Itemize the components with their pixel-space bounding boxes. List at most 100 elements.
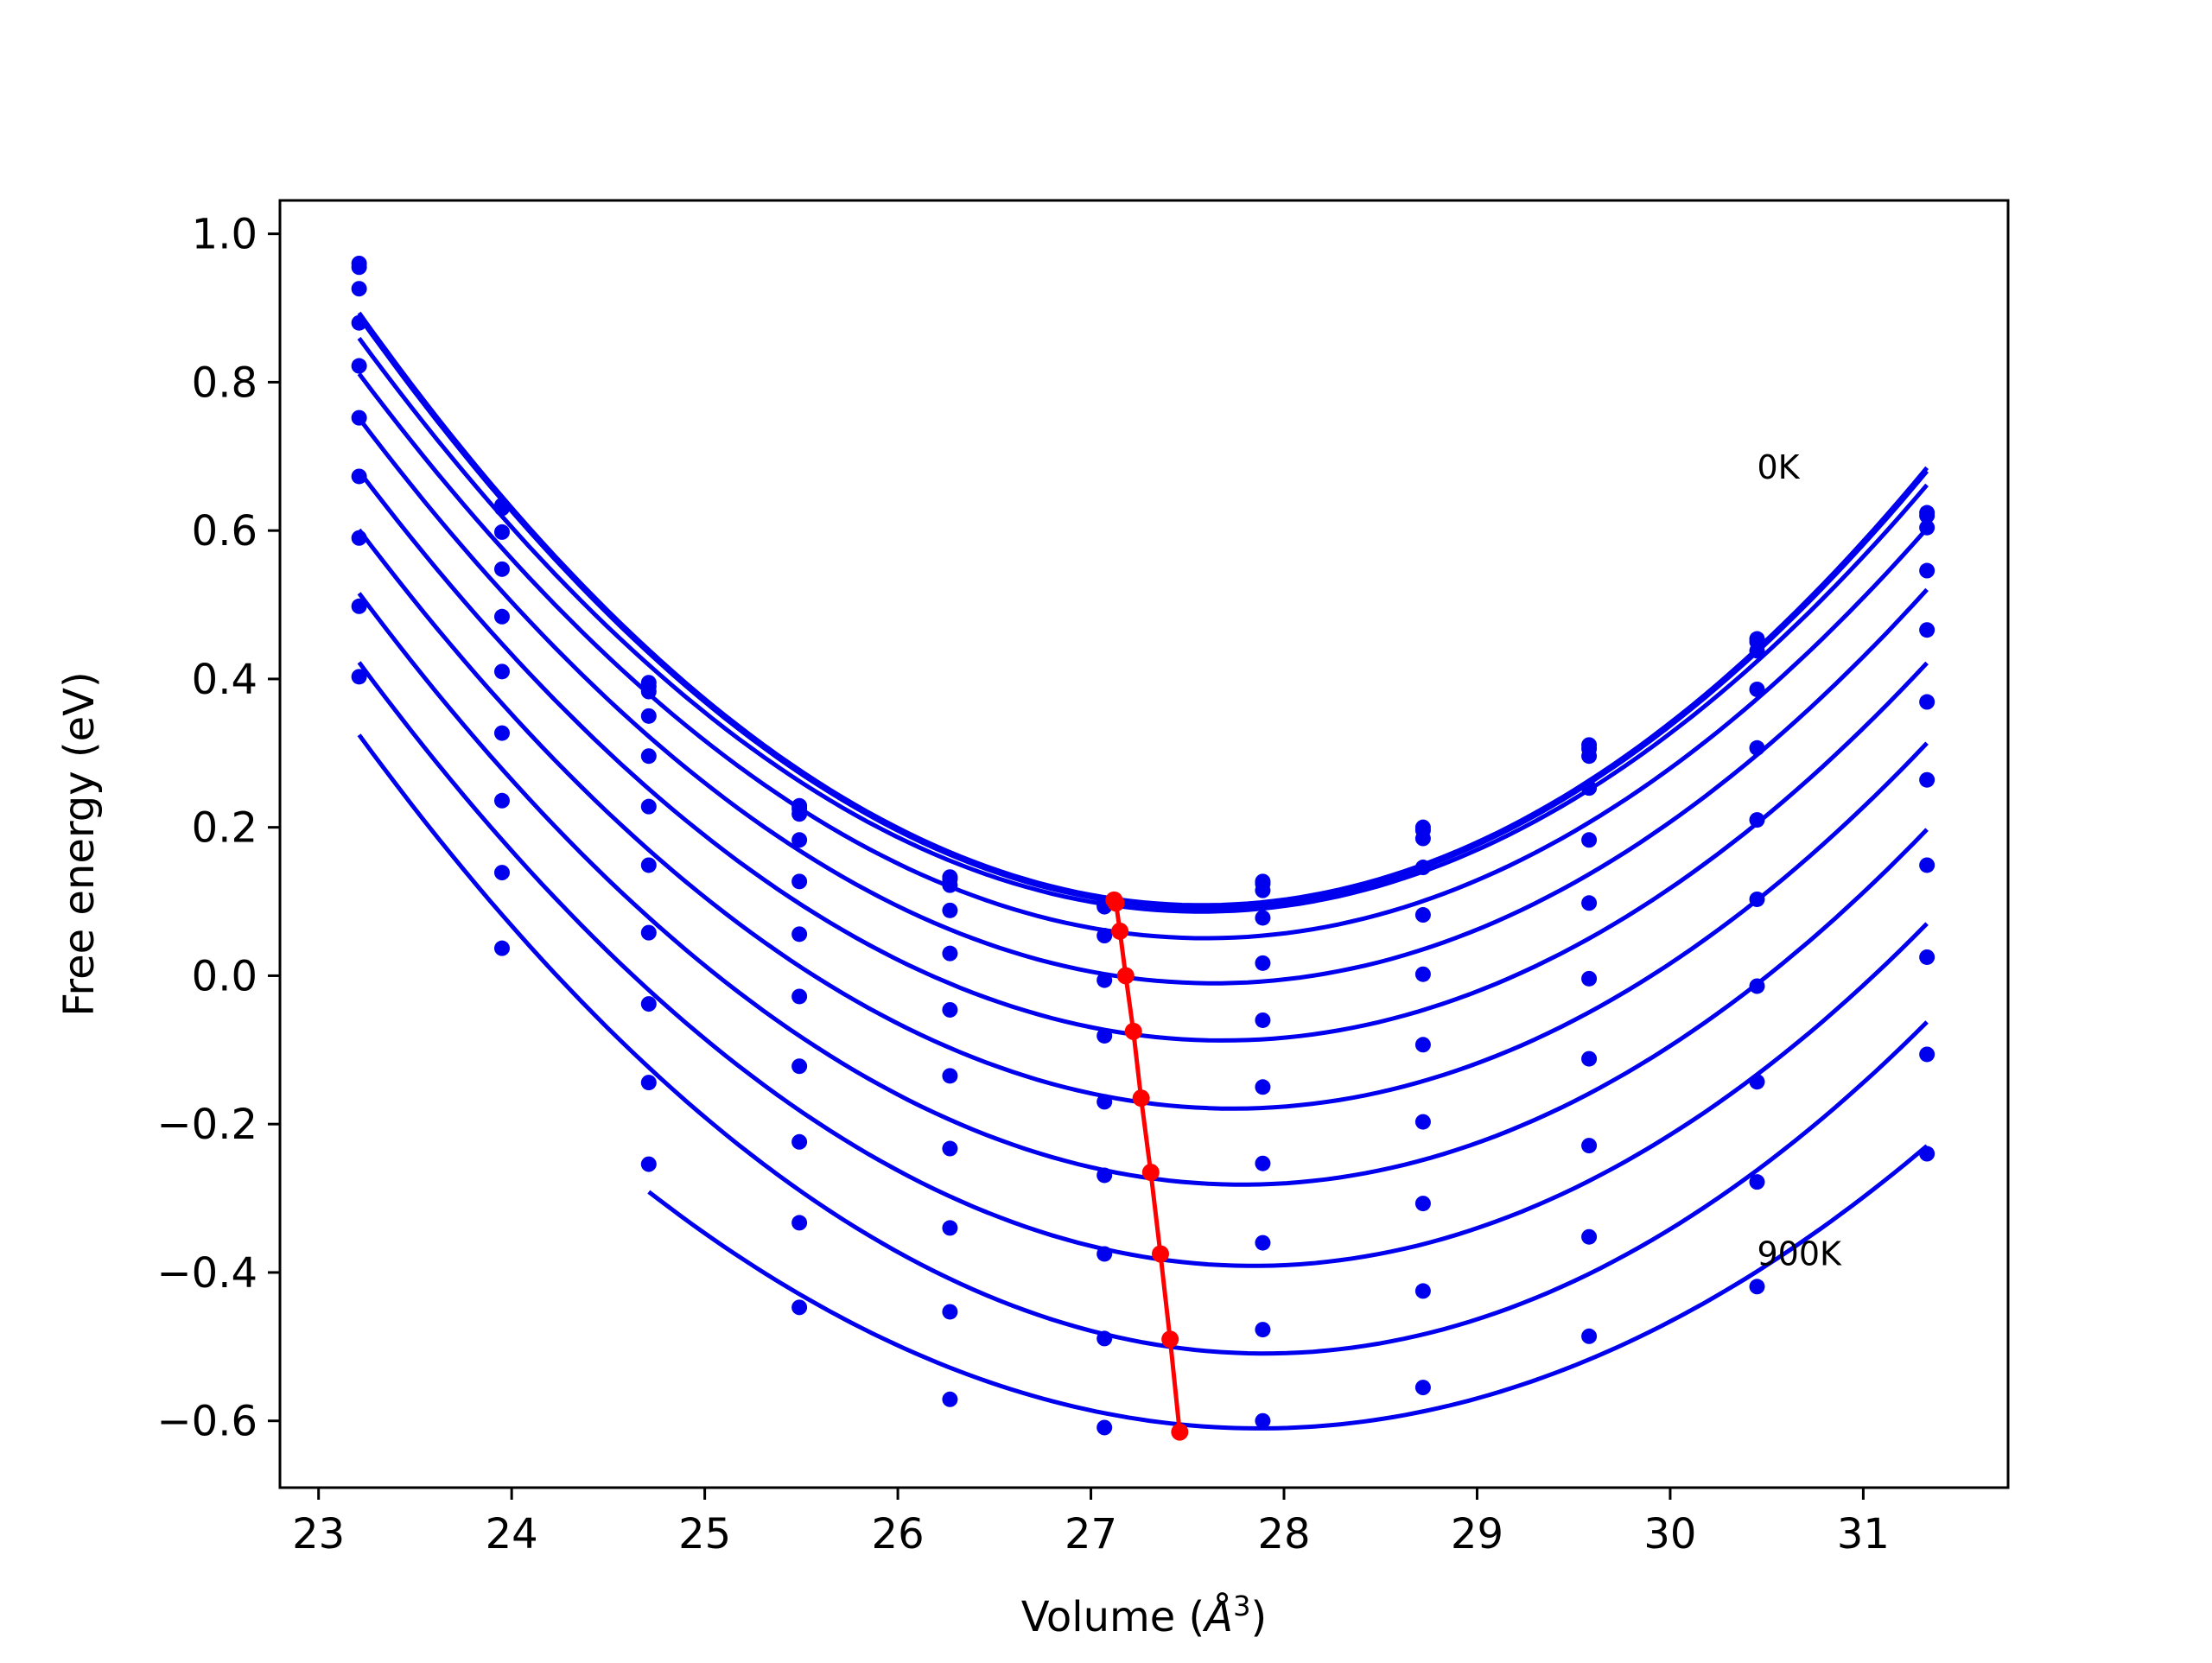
data-point-8-1 <box>493 865 510 881</box>
data-point-8-5 <box>1096 1246 1113 1262</box>
y-tick-label-7: −0.4 <box>156 1249 257 1298</box>
equilibrium-point-9 <box>1171 1423 1189 1441</box>
data-point-10-10 <box>1919 1146 1936 1162</box>
data-point-6-1 <box>493 725 510 741</box>
data-point-6-10 <box>1919 771 1936 788</box>
data-point-5-9 <box>1749 812 1765 828</box>
y-tick-label-1: 0.8 <box>192 359 257 407</box>
x-tick-label-0: 23 <box>292 1510 345 1558</box>
y-tick-label-2: 0.6 <box>192 507 257 555</box>
fit-curve-4 <box>357 416 1929 986</box>
equilibrium-point-1 <box>1107 894 1125 912</box>
data-point-10-4 <box>942 1391 958 1407</box>
data-point-3-5 <box>1096 928 1113 944</box>
data-point-4-3 <box>791 873 808 890</box>
data-point-8-7 <box>1414 1196 1431 1212</box>
data-point-3-3 <box>791 832 808 848</box>
data-point-6-2 <box>640 857 657 873</box>
data-point-8-4 <box>942 1220 958 1236</box>
data-point-2-0 <box>351 281 367 297</box>
data-point-9-10 <box>1919 1046 1936 1063</box>
data-point-9-6 <box>1255 1322 1271 1338</box>
x-tick-label-5: 28 <box>1257 1510 1310 1558</box>
data-point-4-1 <box>493 608 510 625</box>
data-point-6-4 <box>942 1068 958 1084</box>
data-point-2-7 <box>1414 830 1431 847</box>
data-point-9-2 <box>640 1075 657 1091</box>
data-point-4-6 <box>1255 955 1271 971</box>
data-point-9-0 <box>351 669 367 685</box>
data-point-6-6 <box>1255 1079 1271 1095</box>
data-point-5-1 <box>493 663 510 680</box>
x-tick-label-3: 26 <box>872 1510 925 1558</box>
fit-curve-9 <box>357 733 1929 1356</box>
data-point-10-9 <box>1749 1279 1765 1295</box>
y-axis-label: Free energy (eV) <box>55 671 104 1016</box>
fit-curve-3 <box>357 372 1929 941</box>
x-tick-label-6: 29 <box>1451 1510 1503 1558</box>
data-point-9-8 <box>1581 1228 1598 1245</box>
data-point-6-8 <box>1581 970 1598 987</box>
data-point-7-3 <box>791 1058 808 1075</box>
y-tick-label-8: −0.6 <box>156 1398 257 1446</box>
data-point-6-0 <box>351 468 367 485</box>
data-point-3-2 <box>640 708 657 724</box>
y-tick-label-0: 1.0 <box>192 211 257 259</box>
data-point-4-8 <box>1581 832 1598 848</box>
data-point-5-6 <box>1255 1012 1271 1028</box>
data-point-5-0 <box>351 409 367 426</box>
equilibrium-point-3 <box>1116 967 1135 985</box>
data-point-4-10 <box>1919 622 1936 638</box>
data-point-7-2 <box>640 924 657 941</box>
equilibrium-point-8 <box>1161 1330 1179 1349</box>
data-point-3-7 <box>1414 860 1431 876</box>
data-point-7-5 <box>1096 1167 1113 1184</box>
data-point-8-3 <box>791 1133 808 1150</box>
data-point-3-1 <box>493 561 510 577</box>
x-tick-label-1: 24 <box>486 1510 538 1558</box>
data-point-10-2 <box>640 1156 657 1172</box>
data-point-2-3 <box>791 806 808 822</box>
data-point-4-5 <box>1096 972 1113 988</box>
data-point-9-1 <box>493 940 510 956</box>
data-point-3-6 <box>1255 910 1271 926</box>
equilibrium-point-6 <box>1141 1164 1160 1182</box>
equilibrium-point-7 <box>1151 1245 1169 1263</box>
x-tick-label-4: 27 <box>1065 1510 1117 1558</box>
data-point-2-9 <box>1749 643 1765 659</box>
x-axis-label: Volume (Å3) <box>1021 1590 1267 1641</box>
data-point-9-5 <box>1096 1330 1113 1347</box>
data-point-2-1 <box>493 524 510 540</box>
data-point-10-7 <box>1414 1380 1431 1396</box>
data-point-6-3 <box>791 988 808 1005</box>
data-point-5-3 <box>791 926 808 943</box>
equilibrium-point-4 <box>1124 1022 1142 1040</box>
data-point-9-4 <box>942 1304 958 1320</box>
data-point-6-5 <box>1096 1094 1113 1110</box>
plot-frame <box>278 199 2010 1489</box>
annotation-0: 0K <box>1757 448 1800 486</box>
data-point-8-10 <box>1919 949 1936 965</box>
data-point-5-7 <box>1414 966 1431 982</box>
data-point-3-4 <box>942 902 958 918</box>
data-point-8-8 <box>1581 1138 1598 1154</box>
data-point-5-2 <box>640 798 657 815</box>
x-tick-label-7: 30 <box>1643 1510 1696 1558</box>
y-tick-label-4: 0.2 <box>192 804 257 853</box>
data-point-6-7 <box>1414 1037 1431 1053</box>
x-tick-label-2: 25 <box>678 1510 731 1558</box>
data-point-3-8 <box>1581 780 1598 797</box>
data-point-6-9 <box>1749 891 1765 907</box>
data-point-1-0 <box>351 259 367 276</box>
fit-curve-1 <box>357 315 1929 911</box>
data-point-9-9 <box>1749 1174 1765 1190</box>
data-point-3-9 <box>1749 681 1765 697</box>
axis-ticks-layer: 23 24 25 26 27 28 29 30 31 1.0 0.8 0.6 0.4 0.2 0.0 −0.2… <box>156 211 1890 1558</box>
data-point-2-8 <box>1581 748 1598 765</box>
fit-curve-2 <box>357 337 1929 914</box>
data-point-5-4 <box>942 1001 958 1018</box>
data-point-2-10 <box>1919 519 1936 536</box>
data-point-5-8 <box>1581 895 1598 911</box>
